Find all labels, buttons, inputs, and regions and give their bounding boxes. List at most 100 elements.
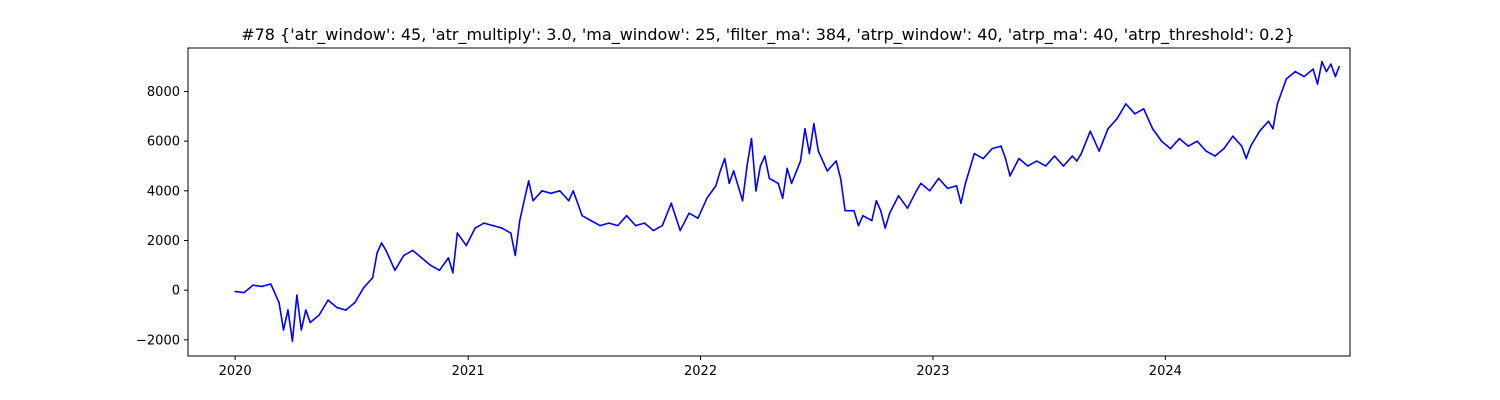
x-tick-label: 2021 bbox=[452, 364, 485, 379]
series-point bbox=[532, 199, 534, 202]
series-point bbox=[661, 224, 664, 227]
series-point bbox=[514, 254, 517, 257]
y-tick-label: 0 bbox=[172, 284, 180, 299]
series-point bbox=[1098, 150, 1100, 152]
series-point bbox=[362, 286, 365, 289]
series-point bbox=[1000, 145, 1002, 147]
series-point bbox=[906, 207, 909, 210]
series-point bbox=[625, 214, 628, 217]
series-point bbox=[1169, 147, 1172, 150]
series-point bbox=[643, 222, 646, 224]
series-point bbox=[1027, 165, 1029, 167]
series-point bbox=[287, 309, 289, 311]
series-point bbox=[991, 147, 993, 150]
x-tick-label: 2023 bbox=[916, 364, 949, 379]
series-point bbox=[581, 214, 583, 217]
series-point bbox=[1316, 83, 1319, 85]
series-point bbox=[1151, 127, 1154, 130]
series-point bbox=[541, 190, 543, 192]
series-point bbox=[871, 219, 873, 222]
series-point bbox=[817, 150, 820, 152]
series-point bbox=[715, 185, 717, 187]
series-point bbox=[879, 209, 882, 212]
series-point bbox=[679, 229, 681, 232]
series-point bbox=[1125, 103, 1127, 105]
series-point bbox=[599, 224, 601, 227]
series-point bbox=[261, 285, 263, 288]
series-point bbox=[688, 212, 690, 214]
series-point bbox=[309, 321, 312, 324]
series-point bbox=[1325, 70, 1328, 73]
series-point bbox=[345, 309, 347, 311]
series-point bbox=[304, 309, 307, 311]
chart-title: #78 {'atr_window': 45, 'atr_multiply': 3… bbox=[241, 25, 1295, 45]
series-point bbox=[559, 190, 561, 192]
series-point bbox=[483, 222, 485, 224]
series-point bbox=[567, 199, 570, 202]
series-point bbox=[862, 214, 864, 217]
series-point bbox=[550, 192, 552, 195]
series-point bbox=[411, 249, 414, 252]
series-point bbox=[1062, 165, 1065, 167]
series-point bbox=[777, 182, 780, 185]
series-point bbox=[616, 224, 619, 227]
series-point bbox=[465, 244, 468, 247]
series-point bbox=[634, 224, 637, 227]
series-point bbox=[1338, 65, 1340, 68]
series-point bbox=[897, 194, 900, 197]
series-point bbox=[447, 257, 450, 259]
series-point bbox=[252, 284, 254, 287]
series-point bbox=[697, 217, 699, 219]
series-point bbox=[937, 177, 940, 180]
y-tick-label: −2000 bbox=[136, 333, 180, 348]
series-point bbox=[1321, 60, 1323, 63]
series-point bbox=[946, 187, 949, 190]
series-point bbox=[1294, 70, 1297, 73]
series-point bbox=[327, 299, 329, 301]
series-point bbox=[875, 199, 878, 202]
y-tick-label: 6000 bbox=[147, 135, 180, 150]
series-point bbox=[527, 180, 530, 182]
series-point bbox=[723, 157, 726, 160]
series-point bbox=[336, 306, 338, 309]
series-point bbox=[1089, 130, 1092, 133]
series-point bbox=[608, 222, 610, 224]
x-tick-label: 2022 bbox=[684, 364, 717, 379]
series-point bbox=[1272, 127, 1274, 130]
series-point bbox=[1205, 150, 1207, 152]
series-point bbox=[1187, 145, 1190, 147]
plot-area-frame bbox=[187, 47, 1351, 357]
series-point bbox=[652, 229, 655, 232]
series-point bbox=[808, 152, 811, 155]
series-point bbox=[492, 224, 494, 227]
series-point bbox=[804, 127, 806, 130]
series-point bbox=[706, 197, 708, 200]
series-point bbox=[1044, 165, 1047, 167]
series-point bbox=[960, 202, 962, 205]
series-point bbox=[955, 185, 958, 187]
series-point bbox=[572, 190, 575, 192]
series-point bbox=[1178, 137, 1181, 140]
series-point bbox=[670, 202, 673, 205]
series-point bbox=[278, 301, 280, 304]
series-point bbox=[371, 276, 374, 279]
y-axis: −2000 0 2000 4000 6000 8000 bbox=[136, 85, 188, 348]
series-point bbox=[755, 190, 757, 192]
series-point bbox=[884, 227, 886, 229]
series-point bbox=[380, 242, 383, 244]
series-point bbox=[590, 219, 592, 222]
series-point bbox=[853, 209, 855, 212]
series-point bbox=[420, 257, 423, 259]
series-point bbox=[1196, 140, 1198, 142]
series-point bbox=[1232, 135, 1234, 137]
series-point bbox=[732, 170, 735, 172]
series-point bbox=[982, 157, 985, 160]
series-point bbox=[510, 232, 512, 234]
series-point bbox=[1160, 140, 1163, 142]
series-point bbox=[920, 182, 922, 185]
series-point bbox=[1240, 145, 1243, 147]
series-line bbox=[235, 60, 1340, 342]
series-point bbox=[764, 155, 766, 157]
y-tick-label: 4000 bbox=[147, 184, 180, 199]
